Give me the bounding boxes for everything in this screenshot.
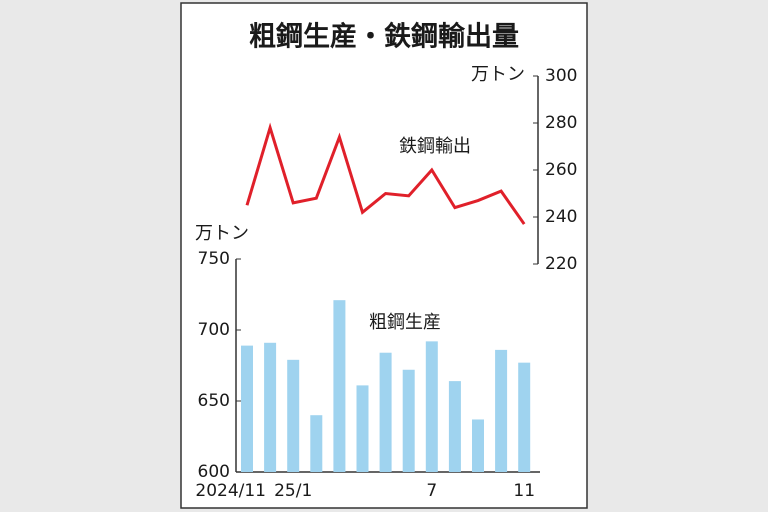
- y-tick-label: 650: [198, 391, 230, 411]
- y-tick-label: 750: [198, 249, 230, 269]
- y2-tick-label: 280: [545, 113, 577, 133]
- chart-title: 粗鋼生産・鉄鋼輸出量: [249, 21, 519, 53]
- series-label: 粗鋼生産: [369, 312, 441, 333]
- bar: [264, 342, 277, 472]
- bar: [379, 352, 392, 472]
- y2-tick-label: 300: [545, 66, 577, 86]
- y2-axis-label: 万トン: [471, 64, 525, 85]
- y-tick-label: 700: [198, 320, 230, 340]
- bar: [356, 385, 369, 472]
- bar: [333, 300, 346, 472]
- bar: [425, 341, 438, 472]
- y-tick-label: 600: [198, 462, 230, 482]
- bar: [518, 362, 531, 472]
- x-tick-label: 25/1: [274, 481, 312, 501]
- bar: [402, 369, 415, 472]
- y-axis-label: 万トン: [195, 223, 249, 244]
- x-tick-label: 11: [513, 481, 535, 501]
- y2-tick-label: 260: [545, 160, 577, 180]
- bar: [287, 359, 300, 472]
- x-tick-label: 7: [426, 481, 437, 501]
- bar: [448, 381, 461, 472]
- x-tick-label: 2024/11: [195, 481, 266, 501]
- series-label: 鉄鋼輸出: [399, 136, 471, 157]
- bar: [310, 415, 323, 472]
- bar: [241, 345, 253, 472]
- y2-tick-label: 220: [545, 254, 577, 274]
- bar: [472, 419, 484, 472]
- y2-tick-label: 240: [545, 207, 577, 227]
- bar: [495, 349, 508, 472]
- line: [245, 122, 526, 225]
